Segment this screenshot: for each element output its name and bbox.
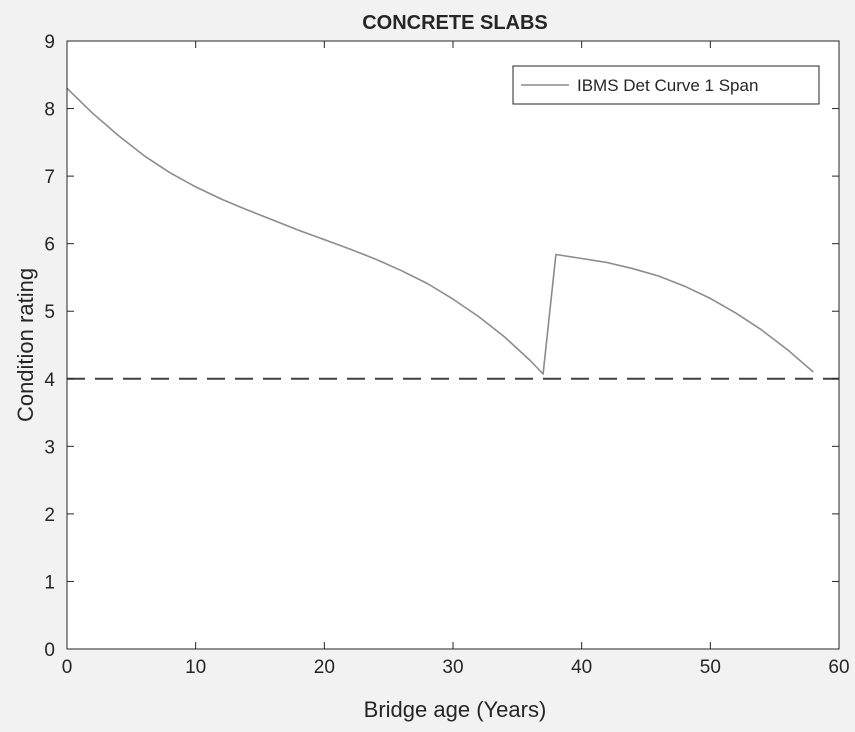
plot-area: 0 10 20 30 40 50 60 0 1 2 3 4 5 6 7 8 9 IBMS Det Curve 1 …: [44, 32, 849, 678]
legend-label: IBMS Det Curve 1 Span: [577, 76, 758, 95]
plot-background: [67, 41, 839, 649]
x-tick-label: 60: [828, 657, 849, 678]
x-tick-label: 10: [185, 657, 206, 678]
x-tick-label: 30: [442, 657, 463, 678]
y-tick-label: 0: [44, 640, 55, 661]
x-tick-label: 20: [314, 657, 335, 678]
y-tick-label: 3: [44, 437, 55, 458]
chart-title: CONCRETE SLABS: [362, 12, 548, 34]
y-axis-title: Condition rating: [13, 268, 38, 422]
series-line: [66, 87, 814, 375]
x-tick-label: 0: [62, 657, 73, 678]
y-tick-label: 1: [44, 572, 55, 593]
x-axis-title: Bridge age (Years): [364, 697, 547, 722]
x-tick-label: 40: [571, 657, 592, 678]
y-tick-label: 7: [44, 167, 55, 188]
y-tick-label: 2: [44, 505, 55, 526]
y-tick-label: 9: [44, 32, 55, 53]
x-tick-label: 50: [700, 657, 721, 678]
y-tick-label: 4: [44, 370, 55, 391]
y-tick-label: 5: [44, 302, 55, 323]
y-tick-label: 8: [44, 100, 55, 121]
y-tick-label: 6: [44, 235, 55, 256]
